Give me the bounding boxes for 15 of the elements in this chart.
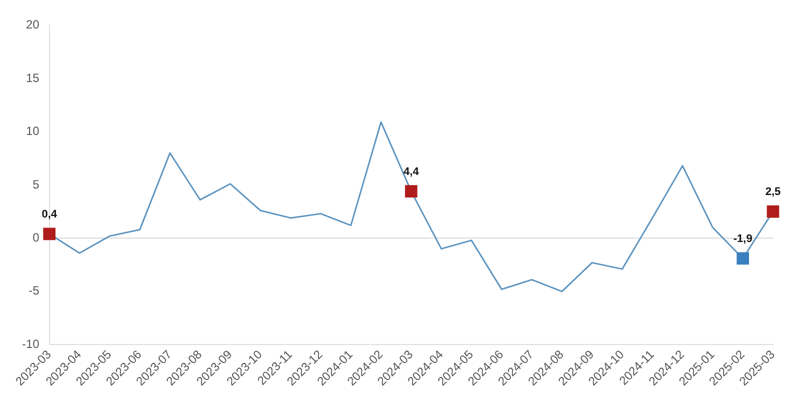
point	[43, 228, 56, 240]
y-tick-label: 5	[32, 177, 40, 192]
point	[405, 185, 418, 198]
y-tick-label: -5	[28, 284, 40, 298]
data-label: -1,9	[733, 232, 752, 245]
data-label: 2,5	[765, 186, 781, 198]
data-label: 4,4	[404, 166, 420, 178]
y-tick-label: 0	[32, 230, 40, 244]
data-label: 0,4	[42, 208, 58, 220]
y-tick-label: 15	[26, 70, 40, 85]
point	[766, 205, 780, 218]
y-tick-label: 20	[26, 18, 40, 32]
y-tick-label: 10	[26, 124, 40, 138]
y-tick-label: -10	[22, 336, 40, 351]
point	[736, 252, 750, 265]
